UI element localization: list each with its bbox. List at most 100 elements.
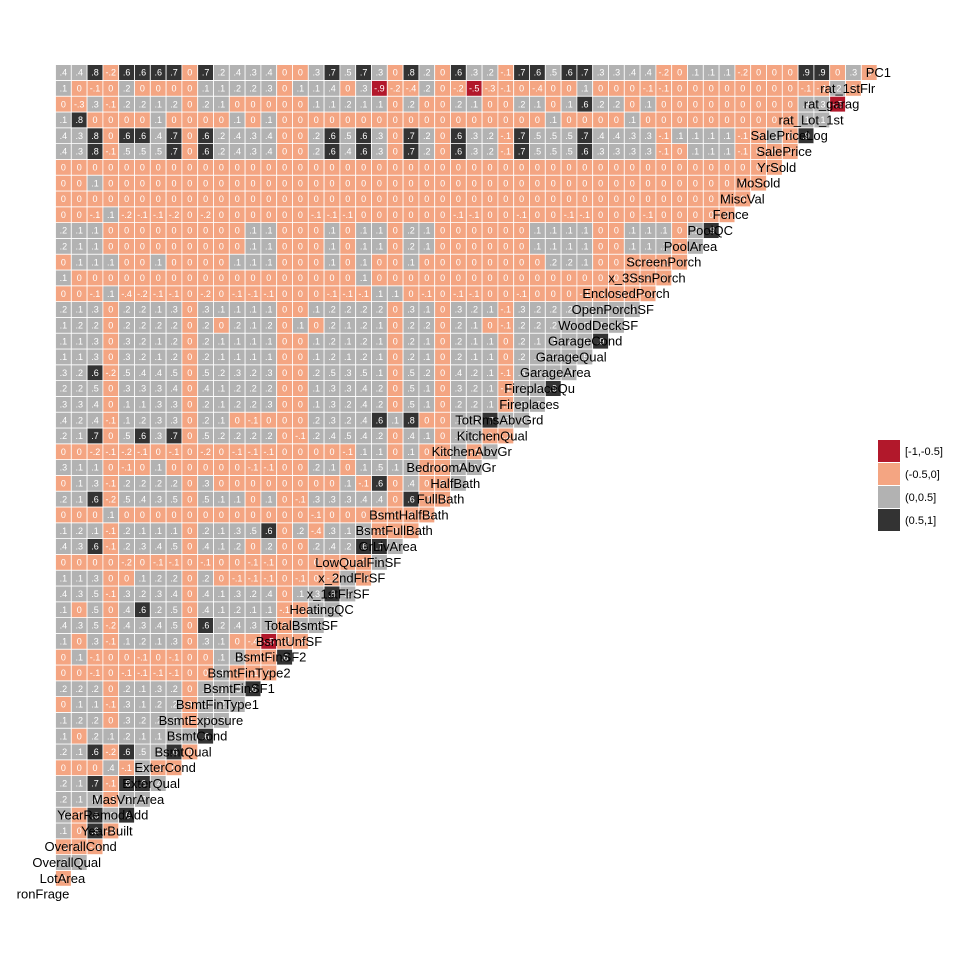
cell-value: 0 xyxy=(329,447,334,457)
cell-value: .1 xyxy=(344,336,352,346)
cell-value: 0 xyxy=(124,194,129,204)
cell-value: -.2 xyxy=(295,637,306,647)
cell-value: .5 xyxy=(202,431,210,441)
cell-value: 0 xyxy=(187,431,192,441)
cell-value: 0 xyxy=(487,226,492,236)
cell-value: 0 xyxy=(298,289,303,299)
cell-value: .3 xyxy=(644,147,652,157)
cell-value: 0 xyxy=(235,415,240,425)
variable-label-x_3SsnPorch: x_3SsnPorch xyxy=(608,270,685,285)
cell-value: .3 xyxy=(202,684,210,694)
cell-value: 0 xyxy=(187,289,192,299)
cell-value: 0 xyxy=(298,226,303,236)
cell-value: .1 xyxy=(534,226,542,236)
cell-value: .4 xyxy=(376,494,384,504)
variable-label-OverallCond: OverallCond xyxy=(45,839,117,854)
cell-value: .1 xyxy=(75,257,83,267)
cell-value: 0 xyxy=(187,194,192,204)
cell-value: 0 xyxy=(345,178,350,188)
cell-value: 0 xyxy=(408,163,413,173)
cell-value: .1 xyxy=(723,131,731,141)
cell-value: 0 xyxy=(756,68,761,78)
cell-value: .3 xyxy=(376,147,384,157)
cell-value: .3 xyxy=(344,494,352,504)
cell-value: .2 xyxy=(233,384,241,394)
cell-value: .2 xyxy=(312,605,320,615)
cell-value: 0 xyxy=(440,463,445,473)
cell-value: .1 xyxy=(423,384,431,394)
cell-value: -.1 xyxy=(437,494,448,504)
cell-value: 0 xyxy=(250,210,255,220)
cell-value: .1 xyxy=(344,352,352,362)
cell-value: .4 xyxy=(154,621,162,631)
cell-value: 0 xyxy=(424,415,429,425)
cell-value: 0 xyxy=(282,368,287,378)
cell-value: .4 xyxy=(360,400,368,410)
cell-value: 0 xyxy=(393,194,398,204)
cell-value: 0 xyxy=(519,242,524,252)
cell-value: 0 xyxy=(250,479,255,489)
cell-value: -.1 xyxy=(516,289,527,299)
cell-value: 0 xyxy=(124,652,129,662)
cell-value: .3 xyxy=(233,589,241,599)
cell-value: 0 xyxy=(503,352,508,362)
cell-value: -.1 xyxy=(580,210,591,220)
cell-value: 0 xyxy=(709,178,714,188)
cell-value: 0 xyxy=(535,115,540,125)
cell-value: 0 xyxy=(108,131,113,141)
cell-value: .3 xyxy=(597,68,605,78)
cell-value: .1 xyxy=(360,257,368,267)
cell-value: .1 xyxy=(376,352,384,362)
cell-value: 0 xyxy=(282,589,287,599)
cell-value: .6 xyxy=(328,147,336,157)
cell-value: 0 xyxy=(235,210,240,220)
cell-value: -.2 xyxy=(200,289,211,299)
cell-value: 0 xyxy=(440,352,445,362)
legend-swatch xyxy=(878,486,900,508)
cell-value: -.1 xyxy=(248,415,259,425)
cell-value: .1 xyxy=(312,99,320,109)
cell-value: -.1 xyxy=(137,447,148,457)
cell-value: .2 xyxy=(202,415,210,425)
cell-value: .2 xyxy=(360,336,368,346)
cell-value: 0 xyxy=(92,163,97,173)
cell-value: .1 xyxy=(376,242,384,252)
variable-label-KitchenAbvGr: KitchenAbvGr xyxy=(432,444,513,459)
cell-value: 0 xyxy=(472,242,477,252)
cell-value: 0 xyxy=(472,178,477,188)
cell-value: .1 xyxy=(60,716,68,726)
cell-value: .1 xyxy=(692,131,700,141)
cell-value: .1 xyxy=(218,652,226,662)
cell-value: -.2 xyxy=(279,637,290,647)
cell-value: .5 xyxy=(534,131,542,141)
cell-value: -.1 xyxy=(659,131,670,141)
cell-value: .3 xyxy=(470,131,478,141)
cell-value: 0 xyxy=(77,289,82,299)
cell-value: 0 xyxy=(282,210,287,220)
cell-value: 0 xyxy=(266,273,271,283)
cell-value: .2 xyxy=(265,542,273,552)
cell-value: 0 xyxy=(187,621,192,631)
cell-value: -.1 xyxy=(295,573,306,583)
cell-value: 0 xyxy=(187,131,192,141)
cell-value: 0 xyxy=(487,163,492,173)
cell-value: .1 xyxy=(60,526,68,536)
cell-value: .1 xyxy=(75,573,83,583)
cell-value: 0 xyxy=(219,558,224,568)
cell-value: 0 xyxy=(551,163,556,173)
cell-value: 0 xyxy=(140,273,145,283)
legend: [-1,-0.5] (-0.5,0] (0,0.5] (0.5,1] xyxy=(878,440,943,531)
cell-value: 0 xyxy=(140,510,145,520)
cell-value: 0 xyxy=(566,178,571,188)
cell-value: -.1 xyxy=(248,573,259,583)
cell-value: 0 xyxy=(77,842,82,852)
cell-value: .3 xyxy=(407,305,415,315)
cell-value: .5 xyxy=(249,526,257,536)
cell-value: 0 xyxy=(440,305,445,315)
cell-value: 0 xyxy=(314,226,319,236)
cell-value: 0 xyxy=(424,479,429,489)
cell-value: 0 xyxy=(519,178,524,188)
cell-value: -.4 xyxy=(121,289,132,299)
cell-value: 0 xyxy=(235,226,240,236)
